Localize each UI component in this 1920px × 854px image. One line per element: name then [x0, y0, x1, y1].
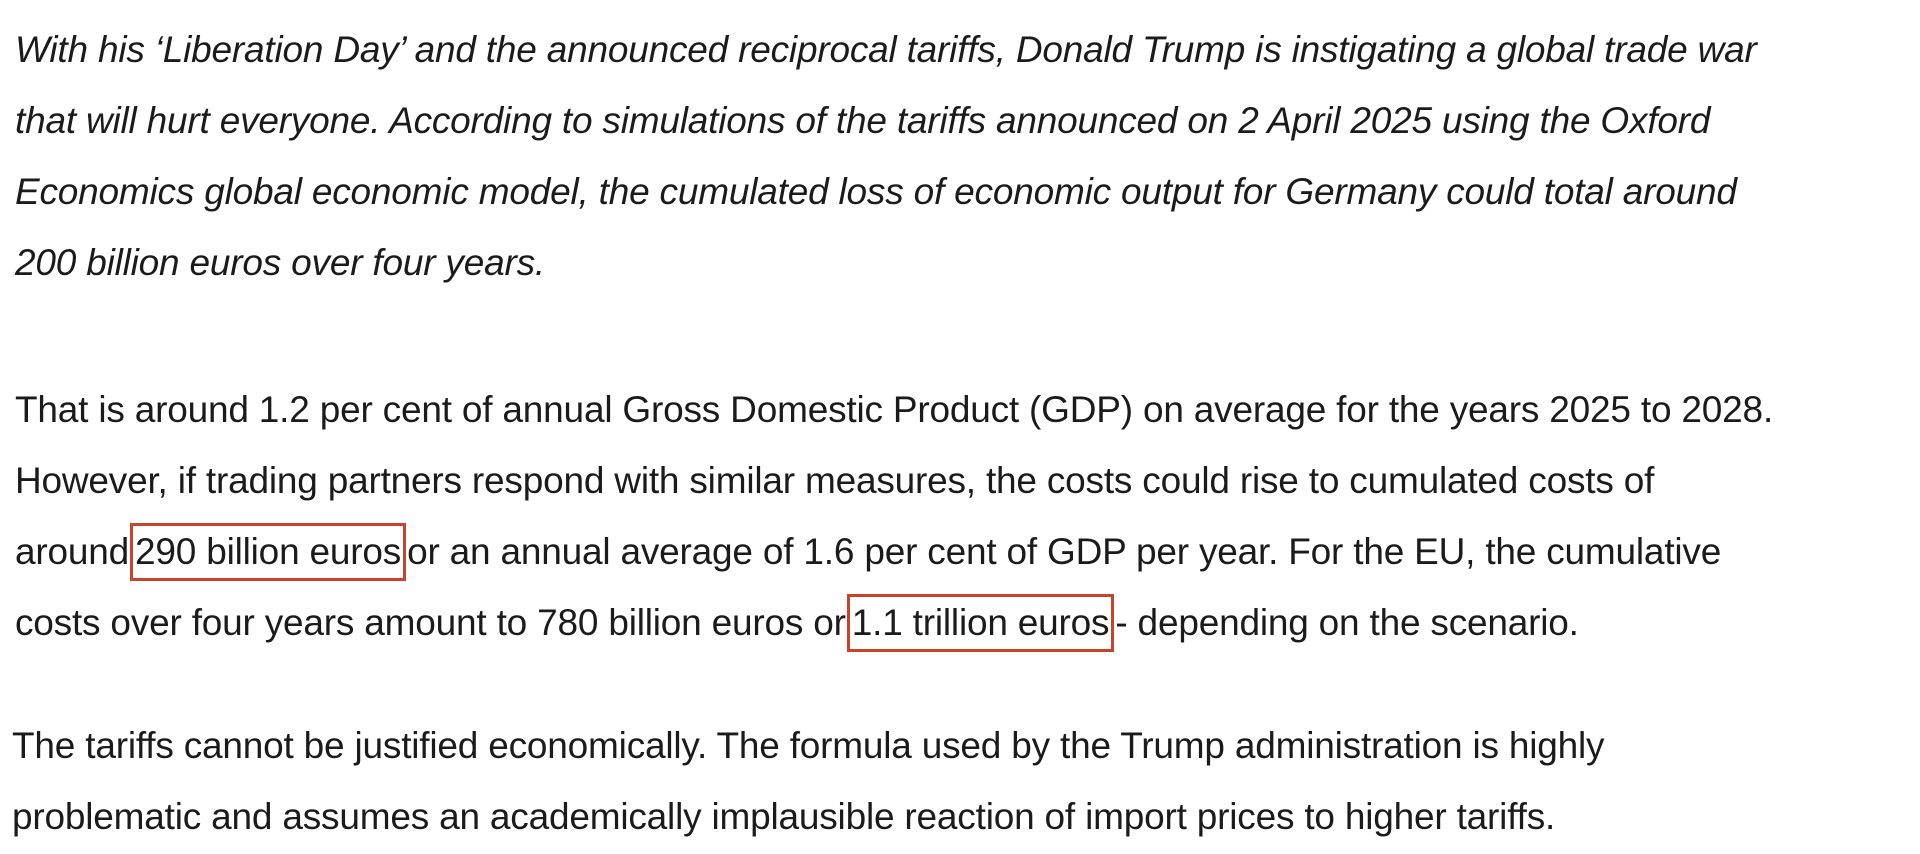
body-line: The tariffs cannot be justified economic… [12, 725, 1605, 766]
body-text: costs over four years amount to 780 bill… [15, 602, 846, 643]
intro-line: Economics global economic model, the cum… [15, 171, 1737, 212]
intro-line: With his ‘Liberation Day’ and the announ… [15, 29, 1757, 70]
body-line: That is around 1.2 per cent of annual Gr… [15, 389, 1774, 430]
body-text: around [15, 531, 130, 572]
highlight-box-1-1-trillion: 1.1 trillion euros [846, 594, 1115, 652]
body-line: costs over four years amount to 780 bill… [15, 587, 1773, 658]
body-line: However, if trading partners respond wit… [15, 460, 1655, 501]
tariff-formula-paragraph: The tariffs cannot be justified economic… [12, 710, 1605, 852]
highlight-box-290-billion: 290 billion euros [130, 523, 407, 581]
body-text: - depending on the scenario. [1115, 602, 1579, 643]
body-line: problematic and assumes an academically … [12, 796, 1556, 837]
body-line: around 290 billion euros or an annual aver… [15, 516, 1773, 587]
intro-line: that will hurt everyone. According to si… [15, 100, 1711, 141]
intro-paragraph: With his ‘Liberation Day’ and the announ… [15, 14, 1757, 298]
gdp-impact-paragraph: That is around 1.2 per cent of annual Gr… [15, 374, 1773, 658]
intro-line: 200 billion euros over four years. [15, 242, 545, 283]
body-text: or an annual average of 1.6 per cent of … [407, 531, 1722, 572]
